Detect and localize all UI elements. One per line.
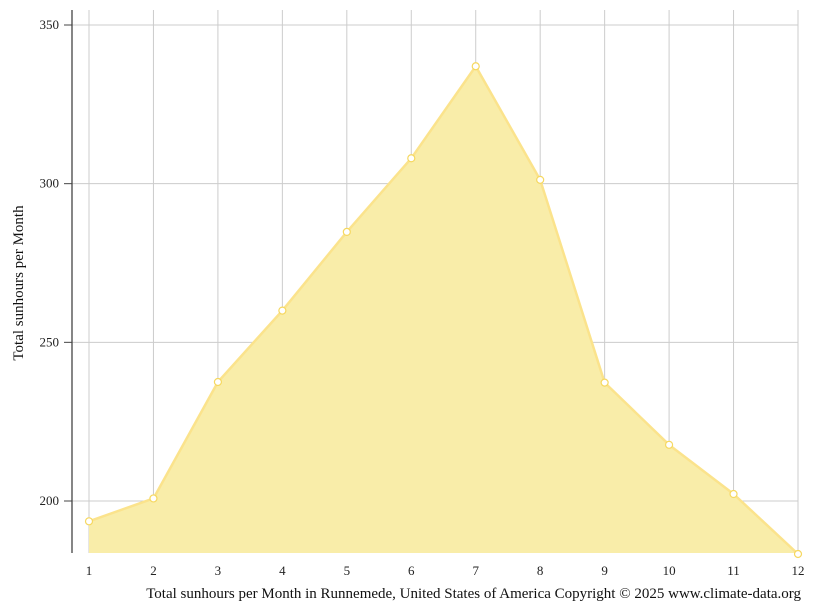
data-point-8 [536,175,545,184]
y-tick-label-300: 300 [40,176,60,191]
x-tick-label-5: 5 [344,563,351,578]
data-point-6 [407,154,416,163]
series-line [88,65,799,555]
data-point-11 [729,489,738,499]
data-point-7 [471,62,480,71]
data-point-1 [84,517,94,526]
y-tick-label-200: 200 [40,493,60,508]
x-tick-label-2: 2 [150,563,157,578]
x-tick-label-9: 9 [601,563,608,578]
data-point-10 [664,440,674,449]
y-axis [64,10,73,553]
x-tick-label-11: 11 [727,563,740,578]
x-tick-label-12: 12 [792,563,805,578]
x-tick-label-7: 7 [472,563,479,578]
data-point-3 [213,377,223,387]
chart-caption: Total sunhours per Month in Runnemede, U… [146,586,801,602]
x-tick-label-8: 8 [537,563,544,578]
data-point-12 [793,549,803,559]
y-tick-label-350: 350 [40,17,60,32]
data-point-2 [149,494,158,503]
data-point-9 [600,378,609,387]
x-tick-label-10: 10 [663,563,676,578]
data-point-5 [342,227,351,237]
series-area [88,65,799,555]
x-tick-label-3: 3 [215,563,222,578]
y-axis-title: Total sunhours per Month [11,205,27,361]
y-tick-label-250: 250 [40,334,60,349]
x-tick-label-4: 4 [279,563,286,578]
x-tick-label-1: 1 [86,563,93,578]
data-point-4 [278,306,287,315]
x-tick-label-6: 6 [408,563,415,578]
area-fill [89,66,798,554]
series-points [84,62,803,559]
